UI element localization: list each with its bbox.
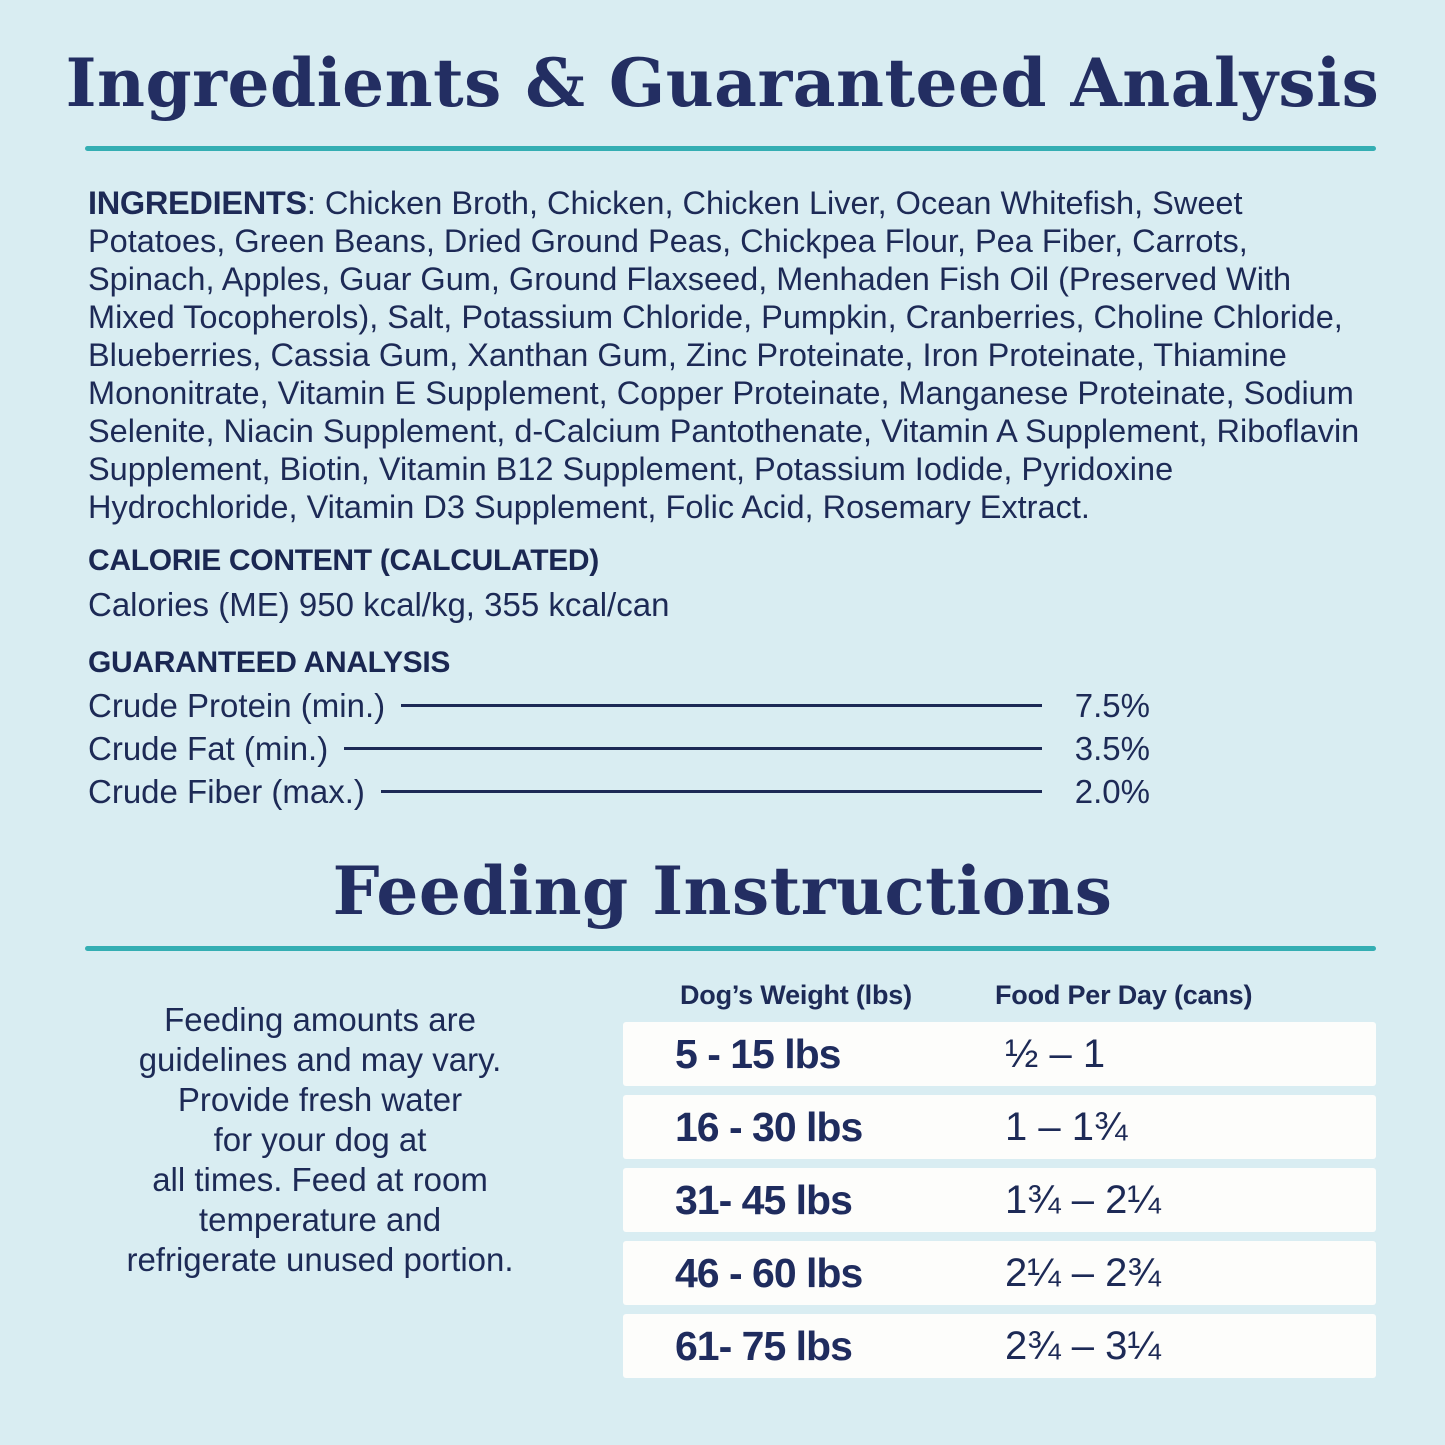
analysis-row: Crude Protein (min.) 7.5%: [88, 684, 1150, 727]
weight-range-cell: 61- 75 lbs: [675, 1322, 853, 1369]
weight-range-cell: 46 - 60 lbs: [675, 1249, 863, 1296]
leader-line: [380, 790, 1042, 793]
weight-range-cell: 16 - 30 lbs: [675, 1103, 863, 1150]
weight-range-cell: 5 - 15 lbs: [675, 1030, 841, 1077]
teal-divider: [85, 146, 1376, 151]
guaranteed-analysis-heading: GUARANTEED ANALYSIS: [88, 646, 451, 679]
analysis-row: Crude Fat (min.) 3.5%: [88, 727, 1150, 770]
food-amount-cell: 2¼ – 2¾: [1005, 1250, 1161, 1295]
analysis-row-label: Crude Fiber (max.): [88, 772, 365, 810]
food-amount-cell: ½ – 1: [1005, 1031, 1106, 1076]
analysis-row-label: Crude Fat (min.): [88, 729, 329, 767]
analysis-row-value: 7.5%: [1074, 686, 1150, 724]
ingredients-section-title: Ingredients & Guaranteed Analysis: [65, 44, 1380, 122]
feeding-table-row: 46 - 60 lbs 2¼ – 2¾: [623, 1241, 1376, 1305]
guaranteed-analysis-list: Crude Protein (min.) 7.5% Crude Fat (min…: [88, 684, 1150, 813]
leader-line: [401, 704, 1042, 707]
ingredients-list-text: : Chicken Broth, Chicken, Chicken Liver,…: [88, 185, 1360, 525]
analysis-row: Crude Fiber (max.) 2.0%: [88, 770, 1150, 813]
food-amount-cell: 1¾ – 2¼: [1005, 1177, 1161, 1222]
analysis-row-label: Crude Protein (min.): [88, 686, 386, 724]
feeding-note: Feeding amounts are guidelines and may v…: [126, 1001, 514, 1278]
feeding-table-row: 16 - 30 lbs 1 – 1¾: [623, 1095, 1376, 1159]
calorie-content-value: Calories (ME) 950 kcal/kg, 355 kcal/can: [88, 586, 670, 623]
table-header-food-per-day: Food Per Day (cans): [995, 980, 1253, 1010]
analysis-row-value: 3.5%: [1074, 729, 1150, 767]
calorie-content-heading: CALORIE CONTENT (CALCULATED): [88, 544, 599, 577]
table-header-dogs-weight: Dog’s Weight (lbs): [680, 980, 912, 1010]
teal-divider: [85, 946, 1376, 951]
ingredients-paragraph: INGREDIENTS: Chicken Broth, Chicken, Chi…: [88, 184, 1362, 526]
analysis-row-value: 2.0%: [1074, 772, 1150, 810]
feeding-table-row: 61- 75 lbs 2¾ – 3¼: [623, 1314, 1376, 1378]
feeding-table: 5 - 15 lbs ½ – 1 16 - 30 lbs 1 – 1¾ 31- …: [623, 1022, 1376, 1378]
feeding-table-row: 31- 45 lbs 1¾ – 2¼: [623, 1168, 1376, 1232]
weight-range-cell: 31- 45 lbs: [675, 1176, 853, 1223]
ingredients-label: INGREDIENTS: [88, 185, 307, 221]
feeding-section-title: Feeding Instructions: [332, 852, 1113, 930]
food-amount-cell: 2¾ – 3¼: [1005, 1323, 1161, 1368]
food-amount-cell: 1 – 1¾: [1005, 1104, 1128, 1149]
feeding-table-row: 5 - 15 lbs ½ – 1: [623, 1022, 1376, 1086]
leader-line: [344, 747, 1042, 750]
